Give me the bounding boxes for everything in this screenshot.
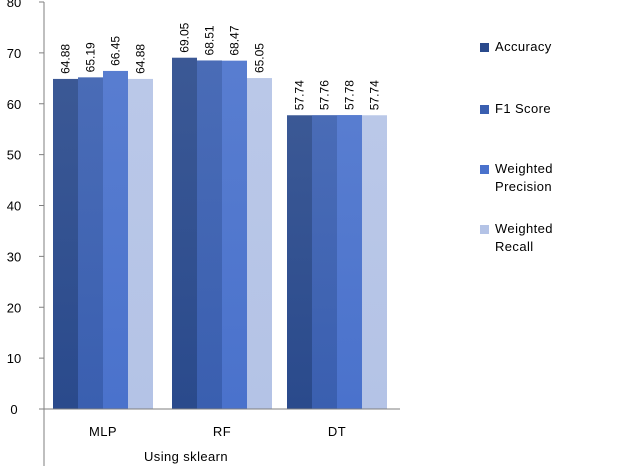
bar <box>128 78 153 409</box>
x-axis-title: Using sklearn <box>144 449 228 464</box>
legend-swatch <box>480 105 489 114</box>
legend-label: Weighted Recall <box>495 221 553 254</box>
x-axis: MLP RF DT <box>44 408 400 439</box>
legend-item: Accuracy <box>480 38 552 56</box>
bar <box>222 60 247 409</box>
bar <box>312 115 337 410</box>
bar-value-label: 57.74 <box>293 80 307 110</box>
x-tick-label: MLP <box>89 424 117 439</box>
bar <box>362 115 387 410</box>
bar-value-label: 66.45 <box>109 36 123 66</box>
bar-value-label: 64.88 <box>134 44 148 74</box>
bar-value-label: 69.05 <box>178 22 192 52</box>
bar-value-label: 65.05 <box>253 43 267 73</box>
legend-label: F1 Score <box>495 101 551 116</box>
bars <box>53 57 387 410</box>
legend-swatch <box>480 43 489 52</box>
bar-value-label: 68.51 <box>203 25 217 55</box>
x-tick-label: RF <box>213 424 231 439</box>
bar-value-label: 65.19 <box>84 42 98 72</box>
bar <box>103 70 128 410</box>
bar <box>287 115 312 410</box>
y-tick-label: 0 <box>10 402 17 417</box>
y-tick-label: 10 <box>7 351 21 366</box>
bar-value-label: 57.78 <box>343 80 357 110</box>
bar <box>247 78 272 409</box>
y-tick-label: 80 <box>7 0 21 10</box>
y-tick-label: 50 <box>7 148 21 163</box>
y-tick-label: 20 <box>7 300 21 315</box>
y-tick-label: 60 <box>7 97 21 112</box>
bar <box>53 78 78 409</box>
legend-item: Weighted Recall <box>480 220 553 256</box>
y-tick-label: 40 <box>7 199 21 214</box>
bar-value-label: 64.88 <box>59 44 73 74</box>
legend-label: Weighted Precision <box>495 161 553 194</box>
y-tick-label: 30 <box>7 249 21 264</box>
bar <box>197 60 222 409</box>
legend-swatch <box>480 165 489 174</box>
bar <box>172 57 197 409</box>
legend-item: Weighted Precision <box>480 160 553 196</box>
legend-swatch <box>480 225 489 234</box>
bar <box>337 115 362 409</box>
legend-item: F1 Score <box>480 100 551 118</box>
legend-label: Accuracy <box>495 39 552 54</box>
bar-value-labels: 64.88 65.19 66.45 64.88 69.05 68.51 68.47 65.05… <box>59 22 382 110</box>
y-axis: 0 10 20 30 40 50 60 70 80 <box>7 0 45 466</box>
bar <box>78 77 103 409</box>
x-tick-label: DT <box>328 424 346 439</box>
bar-value-label: 57.74 <box>368 80 382 110</box>
bar-value-label: 57.76 <box>318 80 332 110</box>
y-tick-label: 70 <box>7 46 21 61</box>
bar-value-label: 68.47 <box>228 25 242 55</box>
